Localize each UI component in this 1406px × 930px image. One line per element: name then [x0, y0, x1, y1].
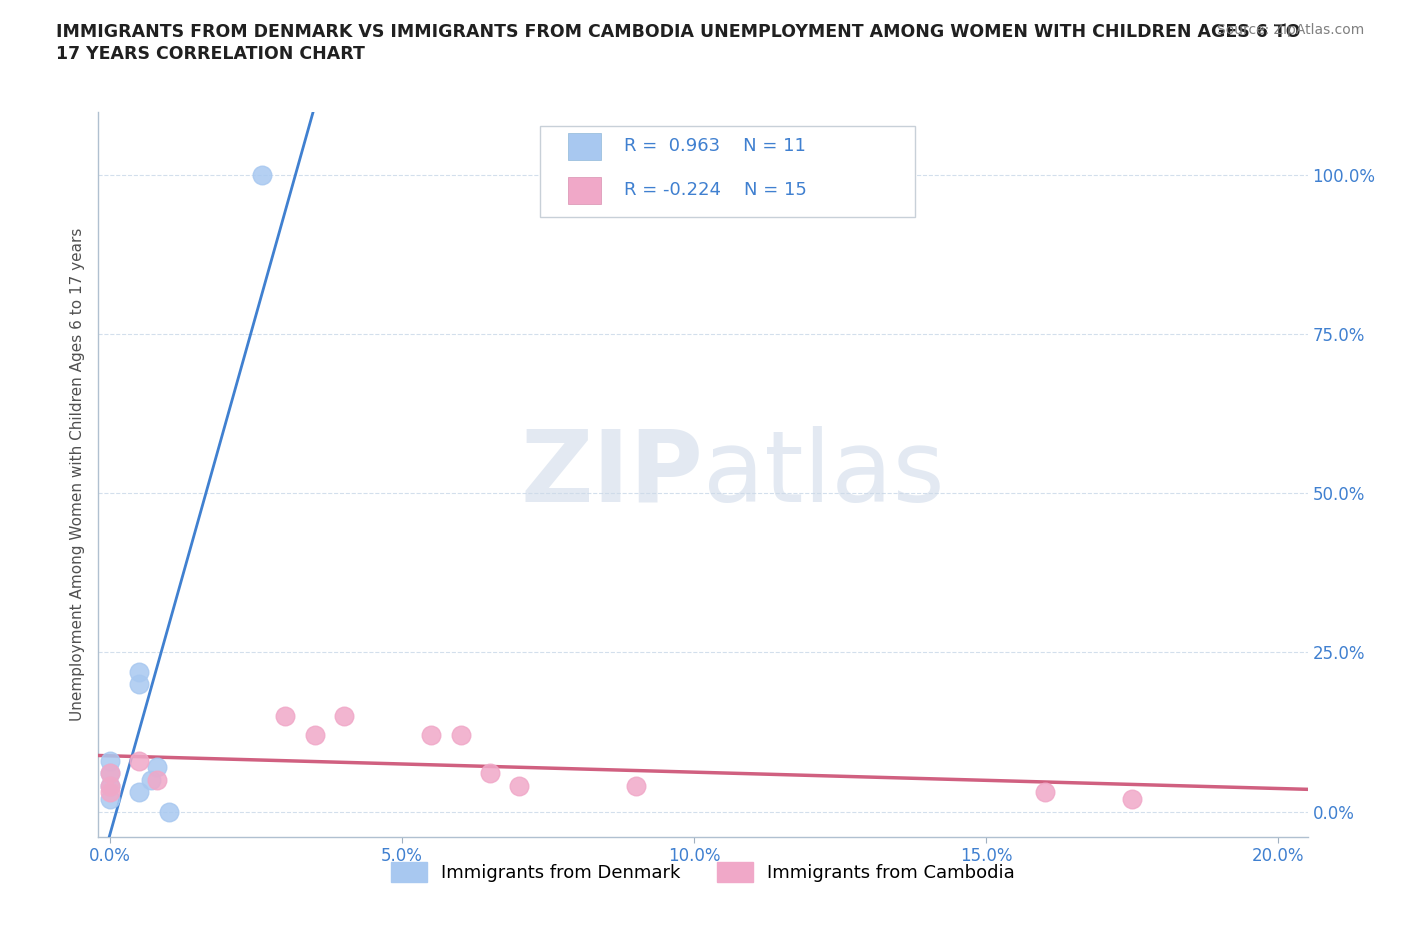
Point [157, 804, 180, 819]
Point [1121, 791, 1143, 806]
FancyBboxPatch shape [568, 133, 602, 160]
Point [450, 728, 472, 743]
Text: 17 YEARS CORRELATION CHART: 17 YEARS CORRELATION CHART [56, 45, 366, 62]
Text: R =  0.963    N = 11: R = 0.963 N = 11 [624, 137, 806, 154]
Point [508, 778, 530, 793]
Point [420, 728, 443, 743]
Point [146, 760, 169, 775]
Text: Source: ZipAtlas.com: Source: ZipAtlas.com [1216, 23, 1364, 37]
Point [478, 766, 501, 781]
Text: R = -0.224    N = 15: R = -0.224 N = 15 [624, 181, 807, 199]
Point [332, 709, 354, 724]
Point [128, 664, 150, 679]
Point [146, 772, 169, 787]
Point [1033, 785, 1056, 800]
Point [128, 677, 150, 692]
FancyBboxPatch shape [568, 177, 602, 205]
FancyBboxPatch shape [540, 126, 915, 217]
Point [98, 766, 121, 781]
Y-axis label: Unemployment Among Women with Children Ages 6 to 17 years: Unemployment Among Women with Children A… [70, 228, 86, 721]
Point [98, 778, 121, 793]
Legend: Immigrants from Denmark, Immigrants from Cambodia: Immigrants from Denmark, Immigrants from… [384, 855, 1022, 890]
Point [274, 709, 297, 724]
Point [98, 785, 121, 800]
Text: atlas: atlas [703, 426, 945, 523]
Point [139, 772, 162, 787]
Text: IMMIGRANTS FROM DENMARK VS IMMIGRANTS FROM CAMBODIA UNEMPLOYMENT AMONG WOMEN WIT: IMMIGRANTS FROM DENMARK VS IMMIGRANTS FR… [56, 23, 1301, 41]
Text: ZIP: ZIP [520, 426, 703, 523]
Point [128, 785, 150, 800]
Point [98, 753, 121, 768]
Point [624, 778, 647, 793]
Point [128, 753, 150, 768]
Point [304, 728, 326, 743]
Point [250, 167, 273, 182]
Point [98, 791, 121, 806]
Point [98, 778, 121, 793]
Point [98, 766, 121, 781]
